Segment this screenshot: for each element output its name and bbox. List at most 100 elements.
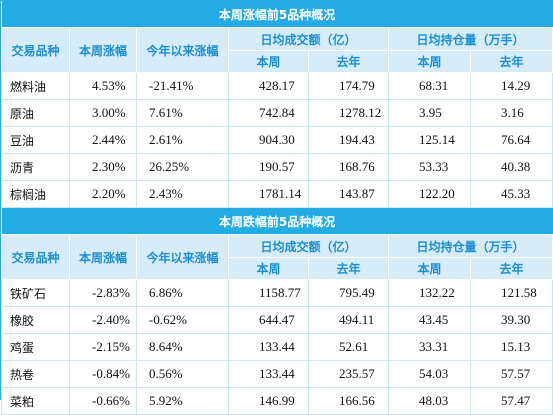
volume-this-week-cell: 133.44 (228, 360, 309, 388)
volume-last-year-cell: 52.61 (308, 333, 389, 361)
ytd-change-header: 今年以来涨幅 (136, 27, 229, 73)
ytd-change-cell: -21.41% (136, 72, 229, 100)
volume-last-year-cell: 1278.12 (308, 99, 389, 127)
variety-header: 交易品种 (1, 27, 70, 73)
ytd-change-cell: 26.25% (136, 153, 229, 181)
avg-oi-header: 日均持仓量（万手） (387, 234, 553, 258)
table-row: 沥青 2.30% 26.25% 190.57 168.76 53.33 40.38 (1, 153, 553, 181)
volume-this-week-cell: 1158.77 (228, 279, 309, 307)
volume-this-week-cell: 428.17 (228, 72, 309, 100)
variety-cell: 橡胶 (1, 306, 70, 334)
top-gainers-section: 本周涨幅前5品种概况 交易品种 本周涨幅 今年以来涨幅 日均成交额（亿） 日均持… (1, 1, 553, 208)
oi-this-week-cell: 54.03 (388, 360, 471, 388)
ytd-change-cell: 8.64% (136, 333, 229, 361)
oi-this-week-cell: 43.45 (388, 306, 471, 334)
weekly-change-cell: -0.66% (69, 387, 137, 415)
table-row: 菜粕 -0.66% 5.92% 146.99 166.56 48.03 57.47 (1, 387, 553, 415)
volume-last-year-cell: 494.11 (308, 306, 389, 334)
volume-last-year-cell: 166.56 (308, 387, 389, 415)
oi-last-year-cell: 121.58 (469, 279, 553, 307)
oi-last-year-cell: 45.33 (469, 180, 553, 208)
variety-cell: 热卷 (1, 360, 70, 388)
weekly-change-cell: 3.00% (69, 99, 137, 127)
volume-this-week-cell: 133.44 (228, 333, 309, 361)
oi-this-week-cell: 53.33 (388, 153, 471, 181)
volume-this-week-cell: 1781.14 (228, 180, 309, 208)
volume-last-year-cell: 168.76 (308, 153, 389, 181)
variety-cell: 铁矿石 (1, 279, 70, 307)
table-row: 棕榈油 2.20% 2.43% 1781.14 143.87 122.20 45.33 (1, 180, 553, 208)
volume-this-week-header: 本周 (228, 50, 309, 73)
ytd-change-cell: 7.61% (136, 99, 229, 127)
ytd-change-cell: 0.56% (136, 360, 229, 388)
oi-last-year-cell: 39.30 (469, 306, 553, 334)
weekly-change-cell: -0.84% (69, 360, 137, 388)
top-losers-title: 本周跌幅前5品种概况 (1, 207, 553, 235)
variety-cell: 菜粕 (1, 387, 70, 415)
oi-this-week-cell: 3.95 (388, 99, 471, 127)
avg-volume-header: 日均成交额（亿） (228, 234, 389, 258)
table-row: 橡胶 -2.40% -0.62% 644.47 494.11 43.45 39.30 (1, 306, 553, 334)
table-row: 燃料油 4.53% -21.41% 428.17 174.79 68.31 14.29 (1, 72, 553, 100)
volume-last-year-cell: 174.79 (308, 72, 389, 100)
ytd-change-header: 今年以来涨幅 (136, 234, 229, 280)
volume-last-year-cell: 143.87 (308, 180, 389, 208)
oi-this-week-cell: 125.14 (388, 126, 471, 154)
weekly-change-cell: -2.15% (69, 333, 137, 361)
oi-this-week-cell: 68.31 (388, 72, 471, 100)
top-gainers-title: 本周涨幅前5品种概况 (1, 1, 553, 28)
oi-last-year-cell: 57.47 (469, 387, 553, 415)
volume-last-year-cell: 194.43 (308, 126, 389, 154)
top-losers-section: 本周跌幅前5品种概况 交易品种 本周涨幅 今年以来涨幅 日均成交额（亿） 日均持… (1, 207, 553, 415)
avg-volume-header: 日均成交额（亿） (228, 27, 389, 51)
oi-last-year-header: 去年 (469, 50, 553, 73)
variety-header: 交易品种 (1, 234, 70, 280)
ytd-change-cell: 2.43% (136, 180, 229, 208)
ytd-change-cell: -0.62% (136, 306, 229, 334)
oi-last-year-cell: 40.38 (469, 153, 553, 181)
table-row: 鸡蛋 -2.15% 8.64% 133.44 52.61 33.31 15.13 (1, 333, 553, 361)
weekly-change-header: 本周涨幅 (69, 234, 137, 280)
volume-this-week-cell: 644.47 (228, 306, 309, 334)
variety-cell: 鸡蛋 (1, 333, 70, 361)
weekly-change-cell: 2.30% (69, 153, 137, 181)
table-row: 原油 3.00% 7.61% 742.84 1278.12 3.95 3.16 (1, 99, 553, 127)
volume-this-week-cell: 904.30 (228, 126, 309, 154)
oi-this-week-cell: 33.31 (388, 333, 471, 361)
volume-this-week-cell: 190.57 (228, 153, 309, 181)
weekly-change-cell: 2.44% (69, 126, 137, 154)
variety-cell: 沥青 (1, 153, 70, 181)
volume-last-year-header: 去年 (308, 50, 389, 73)
volume-last-year-cell: 235.57 (308, 360, 389, 388)
weekly-change-cell: -2.40% (69, 306, 137, 334)
oi-last-year-cell: 3.16 (469, 99, 553, 127)
oi-this-week-cell: 48.03 (388, 387, 471, 415)
variety-cell: 豆油 (1, 126, 70, 154)
variety-cell: 燃料油 (1, 72, 70, 100)
oi-this-week-header: 本周 (388, 50, 471, 73)
volume-this-week-header: 本周 (228, 257, 309, 280)
ytd-change-cell: 6.86% (136, 279, 229, 307)
oi-this-week-header: 本周 (388, 257, 471, 280)
variety-cell: 原油 (1, 99, 70, 127)
variety-cell: 棕榈油 (1, 180, 70, 208)
table-row: 豆油 2.44% 2.61% 904.30 194.43 125.14 76.64 (1, 126, 553, 154)
volume-this-week-cell: 146.99 (228, 387, 309, 415)
ytd-change-cell: 2.61% (136, 126, 229, 154)
ytd-change-cell: 5.92% (136, 387, 229, 415)
weekly-change-header: 本周涨幅 (69, 27, 137, 73)
oi-last-year-cell: 57.57 (469, 360, 553, 388)
oi-last-year-cell: 76.64 (469, 126, 553, 154)
avg-oi-header: 日均持仓量（万手） (387, 27, 553, 51)
volume-last-year-header: 去年 (308, 257, 389, 280)
volume-last-year-cell: 795.49 (308, 279, 389, 307)
table-row: 铁矿石 -2.83% 6.86% 1158.77 795.49 132.22 121.58 (1, 279, 553, 307)
table-row: 热卷 -0.84% 0.56% 133.44 235.57 54.03 57.57 (1, 360, 553, 388)
weekly-change-cell: 2.20% (69, 180, 137, 208)
volume-this-week-cell: 742.84 (228, 99, 309, 127)
oi-last-year-cell: 15.13 (469, 333, 553, 361)
weekly-change-cell: 4.53% (69, 72, 137, 100)
oi-last-year-header: 去年 (469, 257, 553, 280)
